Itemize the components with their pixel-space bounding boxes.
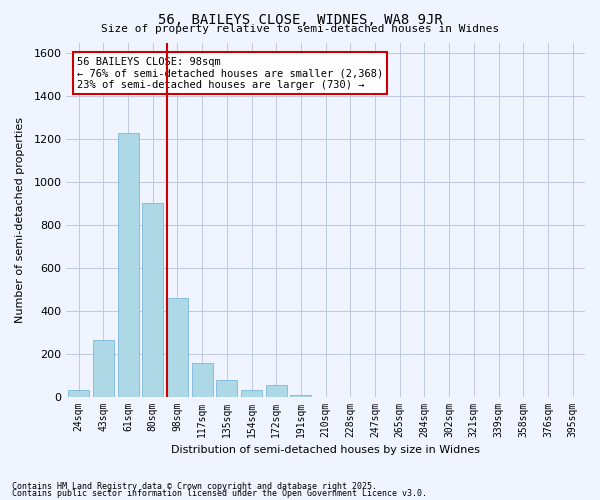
Text: Contains HM Land Registry data © Crown copyright and database right 2025.: Contains HM Land Registry data © Crown c… [12,482,377,491]
Bar [93,340,114,396]
Bar [118,132,139,396]
Bar [68,390,89,396]
Text: 56 BAILEYS CLOSE: 98sqm
← 76% of semi-detached houses are smaller (2,368)
23% of: 56 BAILEYS CLOSE: 98sqm ← 76% of semi-de… [77,56,383,90]
Y-axis label: Number of semi-detached properties: Number of semi-detached properties [15,116,25,322]
Text: Contains public sector information licensed under the Open Government Licence v3: Contains public sector information licen… [12,489,427,498]
Bar [241,390,262,396]
Bar [167,298,188,396]
Bar [266,385,287,396]
Text: Size of property relative to semi-detached houses in Widnes: Size of property relative to semi-detach… [101,24,499,34]
X-axis label: Distribution of semi-detached houses by size in Widnes: Distribution of semi-detached houses by … [171,445,480,455]
Bar [142,204,163,396]
Bar [217,380,238,396]
Text: 56, BAILEYS CLOSE, WIDNES, WA8 9JR: 56, BAILEYS CLOSE, WIDNES, WA8 9JR [158,12,442,26]
Bar [191,364,212,396]
